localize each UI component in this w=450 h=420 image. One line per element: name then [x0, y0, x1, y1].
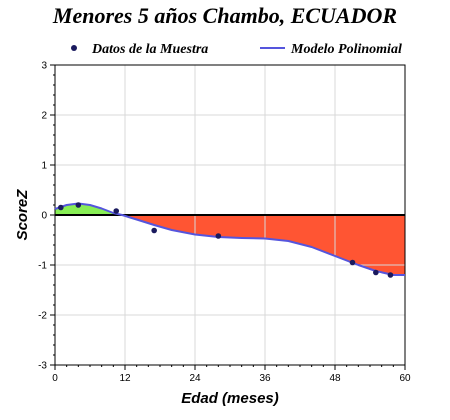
chart-title: Menores 5 años Chambo, ECUADOR: [52, 3, 397, 28]
data-points: [58, 202, 394, 278]
y-tick-label: 1: [41, 161, 47, 172]
y-tick-label: 3: [41, 61, 47, 72]
legend-label-model: Modelo Polinomial: [290, 42, 402, 57]
legend-label-sample: Datos de la Muestra: [91, 42, 208, 57]
data-point: [373, 269, 379, 276]
x-tick-label: 36: [259, 373, 271, 384]
x-tick-label: 48: [329, 373, 341, 384]
legend-scatter-marker: [71, 45, 77, 51]
y-tick-label: -2: [38, 311, 47, 322]
y-tick-label: -1: [38, 261, 47, 272]
x-axis-label: Edad (meses): [181, 390, 279, 407]
x-tick-label: 12: [119, 373, 131, 384]
y-tick-label: 2: [41, 111, 47, 122]
area-fills: [55, 203, 405, 275]
data-point: [75, 202, 82, 208]
negative-area-fill: [122, 215, 405, 275]
y-tick-label: 0: [41, 211, 47, 222]
x-tick-label: 0: [52, 373, 58, 384]
x-tick-label: 24: [189, 373, 201, 384]
legend: Datos de la Muestra Modelo Polinomial: [71, 42, 402, 57]
data-point: [215, 233, 222, 239]
y-tick-label: -3: [38, 361, 47, 372]
data-point: [113, 208, 120, 214]
data-point: [58, 204, 64, 211]
x-tick-label: 60: [399, 373, 411, 384]
positive-area-fill: [55, 203, 123, 215]
data-point: [151, 227, 157, 234]
data-point: [387, 272, 394, 278]
y-ticks: -3 -2 -1 0 1 2 3: [38, 61, 55, 372]
data-point: [349, 259, 356, 266]
y-axis-label: ScoreZ: [14, 189, 31, 241]
x-ticks: 0 12 24 36 48 60: [52, 365, 411, 384]
